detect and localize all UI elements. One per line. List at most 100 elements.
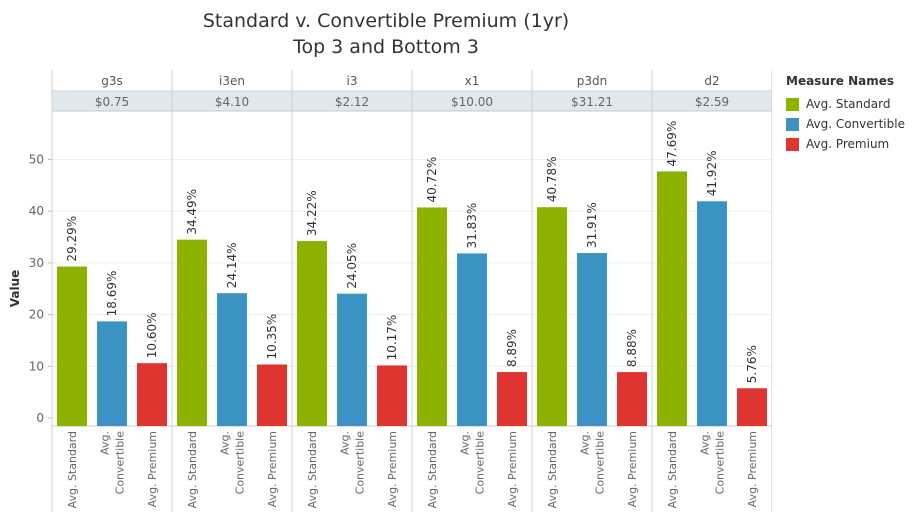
bar-i3en-2 (257, 364, 287, 426)
x-tick-label: Avg. Premium (746, 431, 759, 507)
x-tick-label: Avg. Premium (386, 431, 399, 507)
data-label: 34.22% (305, 190, 319, 236)
panel-g3s: g3s $0.75 29.29% Avg. Standard 18.69% Avg. Con… (57, 74, 167, 508)
data-label: 24.05% (345, 243, 359, 289)
bar-p3dn-2 (617, 372, 647, 426)
bar-g3s-2 (137, 363, 167, 426)
panel-price-label: $4.10 (215, 95, 249, 109)
data-label: 34.49% (185, 189, 199, 235)
panel-d2: d2 $2.59 47.69% Avg. Standard 41.92% Avg. Conv… (657, 74, 767, 508)
legend-swatch-premium (786, 137, 799, 151)
y-tick-label: 50 (29, 153, 44, 167)
bar-i3-1 (337, 293, 367, 426)
y-tick-label: 20 (29, 308, 44, 322)
bar-g3s-1 (97, 321, 127, 426)
x-tick-label: Convertible (474, 431, 487, 495)
x-tick-label: Avg. (459, 431, 472, 455)
data-label: 47.69% (665, 121, 679, 167)
y-axis-title: Value (8, 270, 22, 308)
panel-name-label: d2 (704, 74, 719, 88)
panel-i3en: i3en $4.10 34.49% Avg. Standard 24.14% Avg. Co… (177, 74, 287, 508)
data-label: 40.78% (545, 156, 559, 202)
y-tick-label: 40 (29, 204, 44, 218)
y-tick-label: 30 (29, 256, 44, 270)
x-tick-label: Convertible (354, 431, 367, 495)
x-tick-label: Avg. Premium (266, 431, 279, 507)
x-tick-label: Avg. Premium (146, 431, 159, 507)
chart-title-line-2: Top 3 and Bottom 3 (293, 36, 479, 58)
panel-i3: i3 $2.12 34.22% Avg. Standard 24.05% Avg. Conv… (297, 74, 407, 508)
bar-i3-2 (377, 365, 407, 426)
bar-i3en-1 (217, 293, 247, 426)
legend-label-convertible: Avg. Convertible (806, 117, 905, 131)
panel-x1: x1 $10.00 40.72% Avg. Standard 31.83% Avg. Con… (417, 74, 527, 508)
bar-p3dn-0 (537, 207, 567, 426)
panel-price-label: $0.75 (95, 95, 129, 109)
x-tick-label: Convertible (234, 431, 247, 495)
bar-d2-0 (657, 171, 687, 426)
y-tick-label: 0 (36, 411, 44, 425)
legend-title: Measure Names (786, 74, 895, 88)
data-label: 10.35% (265, 314, 279, 360)
data-label: 8.89% (505, 329, 519, 367)
x-tick-label: Convertible (594, 431, 607, 495)
bar-x1-2 (497, 372, 527, 426)
x-tick-label: Avg. Premium (626, 431, 639, 507)
legend-item-standard[interactable]: Avg. Standard (786, 94, 916, 114)
panel-price-label: $10.00 (451, 95, 493, 109)
bar-x1-1 (457, 253, 487, 426)
y-tick-label: 10 (29, 359, 44, 373)
legend-label-standard: Avg. Standard (806, 97, 891, 111)
x-tick-label: Avg. Standard (186, 431, 199, 508)
data-label: 10.17% (385, 315, 399, 361)
legend: Measure Names Avg. Standard Avg. Convert… (786, 74, 916, 154)
x-tick-label: Avg. (699, 431, 712, 455)
panel-name-label: i3 (347, 74, 358, 88)
data-label: 18.69% (105, 271, 119, 317)
legend-item-premium[interactable]: Avg. Premium (786, 134, 916, 154)
bar-d2-2 (737, 388, 767, 426)
legend-item-convertible[interactable]: Avg. Convertible (786, 114, 916, 134)
panel-name-label: i3en (219, 74, 245, 88)
legend-swatch-convertible (786, 117, 799, 131)
bar-chart: 0 10 20 30 40 50 Value g3s $0.75 29.29% Avg. Stand… (8, 70, 772, 512)
bar-d2-1 (697, 201, 727, 426)
data-label: 40.72% (425, 157, 439, 203)
x-tick-label: Avg. (219, 431, 232, 455)
data-label: 41.92% (705, 151, 719, 197)
x-tick-label: Avg. Standard (306, 431, 319, 508)
data-label: 31.91% (585, 202, 599, 248)
data-label: 29.29% (65, 216, 79, 262)
data-label: 31.83% (465, 203, 479, 249)
panel-name-label: g3s (101, 74, 123, 88)
bar-g3s-0 (57, 266, 87, 426)
x-tick-label: Avg. Standard (546, 431, 559, 508)
x-tick-label: Avg. Premium (506, 431, 519, 507)
panel-name-label: p3dn (577, 74, 607, 88)
panel-price-label: $31.21 (571, 95, 613, 109)
x-tick-label: Avg. Standard (66, 431, 79, 508)
legend-swatch-standard (786, 97, 799, 111)
x-tick-label: Avg. Standard (666, 431, 679, 508)
x-tick-label: Avg. (99, 431, 112, 455)
data-label: 10.60% (145, 312, 159, 358)
panel-price-label: $2.59 (695, 95, 729, 109)
x-tick-label: Avg. (579, 431, 592, 455)
data-label: 8.88% (625, 329, 639, 367)
chart-title-line-1: Standard v. Convertible Premium (1yr) (202, 10, 570, 32)
panel-price-label: $2.12 (335, 95, 369, 109)
bar-i3en-0 (177, 239, 207, 426)
data-label: 5.76% (745, 345, 759, 383)
data-label: 24.14% (225, 242, 239, 288)
x-tick-label: Convertible (114, 431, 127, 495)
x-tick-label: Convertible (714, 431, 727, 495)
legend-label-premium: Avg. Premium (806, 137, 890, 151)
panel-p3dn: p3dn $31.21 40.78% Avg. Standard 31.91% Avg. C… (537, 74, 647, 508)
bar-i3-0 (297, 241, 327, 426)
x-tick-label: Avg. (339, 431, 352, 455)
x-tick-label: Avg. Standard (426, 431, 439, 508)
panel-name-label: x1 (465, 74, 480, 88)
bar-p3dn-1 (577, 253, 607, 426)
chart-title: Standard v. Convertible Premium (1yr) To… (0, 8, 772, 60)
bar-x1-0 (417, 207, 447, 426)
